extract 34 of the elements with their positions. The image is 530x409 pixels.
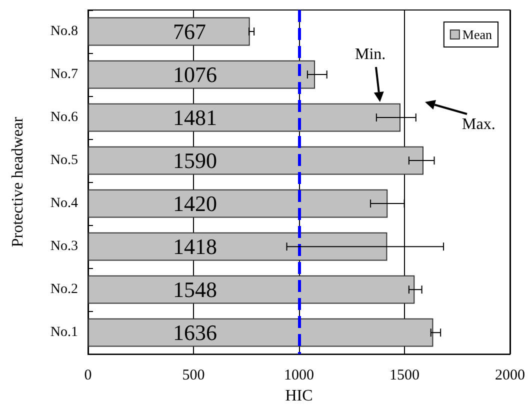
y-tick-label: No.6 <box>50 110 78 126</box>
y-tick-label: No.3 <box>50 239 78 254</box>
bar <box>88 146 424 175</box>
y-axis-title: Protective headwear <box>10 116 26 248</box>
bar <box>88 232 388 261</box>
x-tick-label: 1000 <box>284 368 314 384</box>
bar <box>88 103 400 132</box>
annotation: Max. <box>462 116 496 133</box>
y-tick-label: No.5 <box>50 153 78 168</box>
y-tick-label: No.7 <box>50 67 78 82</box>
data-label: 1636 <box>173 320 217 346</box>
data-label: 1548 <box>173 277 217 302</box>
bar <box>88 17 250 46</box>
x-axis-title: HIC <box>285 388 313 404</box>
y-tick-label: No.2 <box>50 282 78 298</box>
y-tick-label: No.8 <box>50 24 78 40</box>
data-label: 767 <box>173 19 206 44</box>
bar <box>88 60 316 89</box>
data-label: 1481 <box>173 105 217 130</box>
y-tick-label: No.4 <box>50 196 78 212</box>
annotation: Min. <box>355 46 386 63</box>
x-tick-label: 0 <box>84 368 92 384</box>
data-label: 1590 <box>173 148 217 174</box>
data-label: 1076 <box>173 62 217 88</box>
data-label: 1418 <box>173 234 217 260</box>
bar <box>88 189 388 218</box>
x-tick-label: 500 <box>182 368 205 384</box>
legend-label: Mean <box>462 27 492 42</box>
y-tick-label: No.1 <box>50 325 78 340</box>
bar <box>88 275 415 304</box>
x-tick-label: 2000 <box>495 368 525 384</box>
x-tick-label: 1500 <box>390 368 420 384</box>
bar <box>88 318 434 347</box>
data-label: 1420 <box>173 191 217 216</box>
